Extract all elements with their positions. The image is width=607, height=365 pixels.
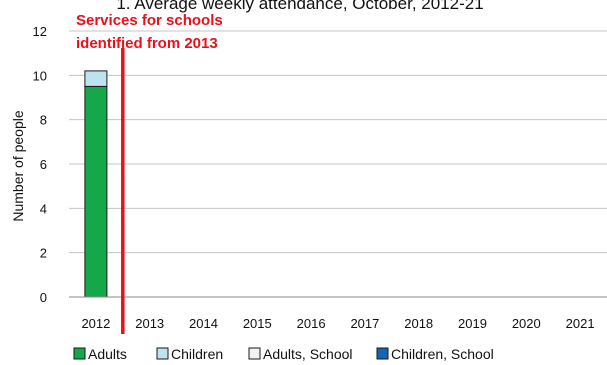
x-tick-label: 2012	[81, 316, 110, 331]
x-tick-label: 2015	[243, 316, 272, 331]
x-tick-label: 2018	[404, 316, 433, 331]
x-tick-label: 2017	[350, 316, 379, 331]
x-tick-label: 2016	[297, 316, 326, 331]
legend-swatch	[248, 347, 261, 360]
legend-item: Children, School	[376, 346, 494, 362]
y-tick-label: 12	[33, 24, 47, 39]
y-tick-label: 4	[40, 201, 47, 216]
legend: Adults Children Adults, School Children, Sc…	[73, 346, 494, 362]
annotation-line-2: identified from 2013	[76, 35, 218, 52]
bars	[84, 70, 108, 298]
x-tick-label: 2019	[458, 316, 487, 331]
y-tick-label: 8	[40, 113, 47, 128]
legend-item: Children	[156, 346, 223, 362]
y-tick-label: 0	[40, 290, 47, 305]
y-tick-label: 10	[33, 68, 47, 83]
x-tick-label: 2014	[189, 316, 218, 331]
y-tick-label: 6	[40, 157, 47, 172]
bar-segment	[84, 85, 108, 298]
gridlines	[69, 30, 607, 254]
x-tick-label: 2020	[512, 316, 541, 331]
y-axis-label: Number of people	[10, 110, 26, 222]
legend-item: Adults	[73, 346, 127, 362]
annotation-line-1: Services for schools	[76, 12, 223, 29]
legend-label: Adults, School	[263, 346, 353, 362]
legend-swatch	[156, 347, 169, 360]
x-axis-ticks: 2012 2013 2014 2015 2016 2017 2018 2019 2020 2021	[81, 316, 594, 331]
chart-title: 1. Average weekly attendance, October, 2…	[116, 0, 483, 13]
legend-swatch	[73, 347, 86, 360]
legend-label: Children, School	[391, 346, 494, 362]
legend-swatch	[376, 347, 389, 360]
bar-segment	[84, 70, 108, 87]
y-axis-ticks: 0 2 4 6 8 10 12	[33, 24, 47, 305]
y-tick-label: 2	[40, 246, 47, 261]
legend-item: Adults, School	[248, 346, 353, 362]
x-tick-label: 2013	[135, 316, 164, 331]
legend-label: Children	[171, 346, 223, 362]
x-tick-label: 2021	[566, 316, 595, 331]
legend-label: Adults	[88, 346, 127, 362]
